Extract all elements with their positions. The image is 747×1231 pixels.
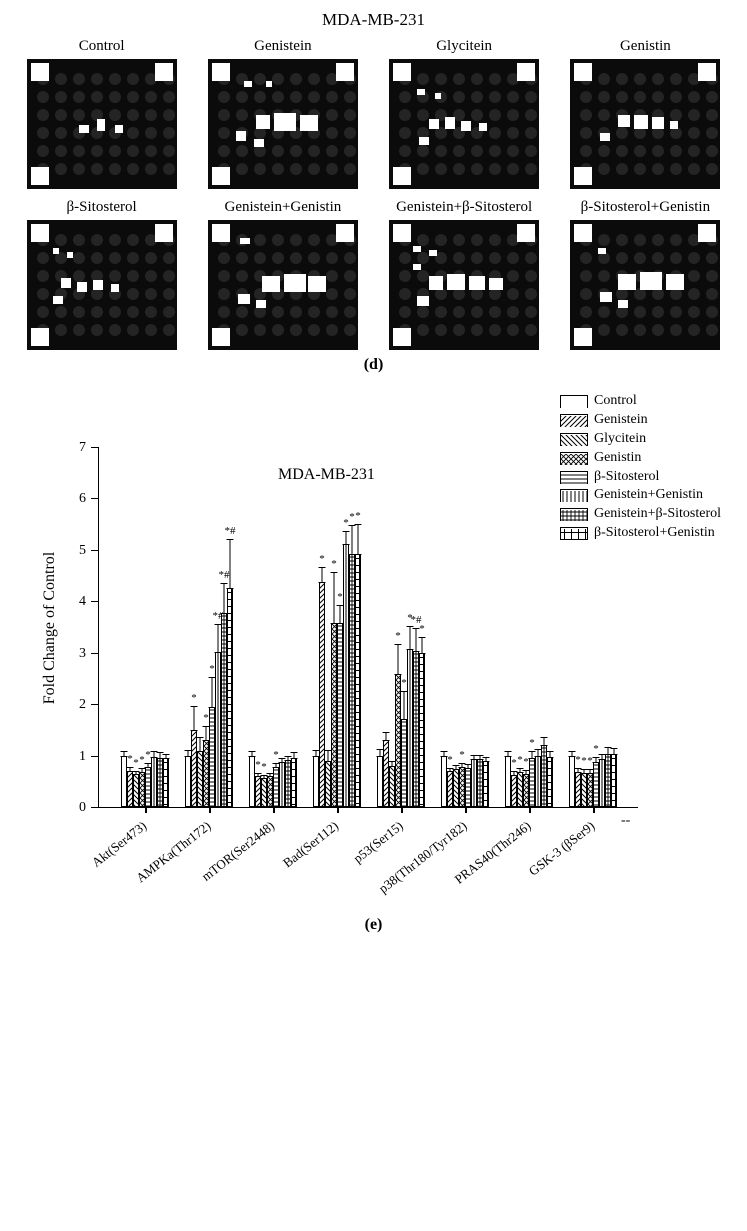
array-image <box>208 220 358 350</box>
y-tick-label: 0 <box>79 800 86 816</box>
array-label: Genistein+β-Sitosterol <box>389 199 539 216</box>
significance-marker: * <box>517 754 523 766</box>
bar <box>611 754 617 807</box>
bar-group: ****#* <box>377 649 425 807</box>
significance-marker: * <box>331 558 337 570</box>
array-cell: Genistein+β-Sitosterol <box>389 199 539 350</box>
bar-group: **** <box>569 754 617 807</box>
bar <box>291 758 297 807</box>
significance-marker: * <box>191 692 197 704</box>
bar: * <box>355 554 361 807</box>
array-cell: Genistin <box>570 38 720 189</box>
x-tick-label: p53(Ser15) <box>350 818 406 867</box>
array-cell: Glycitein <box>389 38 539 189</box>
array-label: β-Sitosterol+Genistin <box>570 199 720 216</box>
significance-marker: * <box>139 754 145 766</box>
legend-item: Genistein <box>560 411 721 430</box>
array-label: Genistin <box>570 38 720 55</box>
bar <box>163 758 169 807</box>
array-label: Genistein <box>208 38 358 55</box>
array-image <box>27 59 177 189</box>
array-label: β-Sitosterol <box>27 199 177 216</box>
y-tick-label: 2 <box>79 697 86 713</box>
plot-area: 01234567****Akt(Ser473)****#*#*#AMPKa(Th… <box>98 448 638 808</box>
legend-label: Glycitein <box>594 430 646 449</box>
significance-marker: * <box>209 663 215 675</box>
array-cell: β-Sitosterol+Genistin <box>570 199 720 350</box>
x-tick-label: Bad(Ser112) <box>280 818 342 871</box>
significance-marker: * <box>255 759 261 771</box>
bar <box>547 757 553 807</box>
significance-marker: * <box>459 749 465 761</box>
significance-marker: * <box>203 712 209 724</box>
legend-label: Genistein <box>594 411 648 430</box>
significance-marker: * <box>349 511 355 523</box>
significance-marker: * <box>273 749 279 761</box>
array-image <box>208 59 358 189</box>
panel-d-subfig-label: (d) <box>20 356 727 374</box>
array-label: Control <box>27 38 177 55</box>
legend-item: Glycitein <box>560 430 721 449</box>
bar: * <box>419 653 425 807</box>
panel-e-subfig-label: (e) <box>20 916 727 934</box>
significance-marker: * <box>261 761 267 773</box>
significance-marker: * <box>127 753 133 765</box>
legend-swatch <box>560 433 588 446</box>
array-grid: Control Genistein Glycitein Genistin β-Sitos… <box>20 38 727 350</box>
significance-marker: * <box>355 510 361 522</box>
array-image <box>570 59 720 189</box>
significance-marker: * <box>401 677 407 689</box>
panel-d: MDA-MB-231 Control Genistein Glycitein Geni… <box>20 10 727 374</box>
array-cell: β-Sitosterol <box>27 199 177 350</box>
bar-group: ** <box>441 756 489 807</box>
y-axis-title: Fold Change of Control <box>41 552 59 704</box>
panel-d-title: MDA-MB-231 <box>20 10 727 30</box>
x-tick-label: Akt(Ser473) <box>89 818 150 871</box>
panel-e: ControlGenisteinGlyciteinGenistinβ-Sitos… <box>20 388 727 948</box>
legend-item: Control <box>560 392 721 411</box>
x-tick-label: GSK-3 (βSer9) <box>526 818 598 879</box>
x-trailing-dash: -- <box>621 813 630 829</box>
bar: *# <box>227 588 233 807</box>
bar <box>483 761 489 807</box>
significance-marker: * <box>581 755 587 767</box>
array-cell: Genistein+Genistin <box>208 199 358 350</box>
significance-marker: *# <box>219 569 230 581</box>
bar-group: **** <box>121 756 169 807</box>
array-cell: Genistein <box>208 38 358 189</box>
array-image <box>570 220 720 350</box>
legend-swatch <box>560 395 588 408</box>
y-tick-label: 3 <box>79 646 86 662</box>
array-label: Glycitein <box>389 38 539 55</box>
array-image <box>389 59 539 189</box>
bar-group: ****#*#*# <box>185 588 233 807</box>
significance-marker: * <box>319 553 325 565</box>
significance-marker: * <box>529 737 535 749</box>
significance-marker: * <box>395 630 401 642</box>
y-tick-label: 5 <box>79 543 86 559</box>
y-tick-label: 1 <box>79 749 86 765</box>
y-tick-label: 4 <box>79 594 86 610</box>
array-image <box>27 220 177 350</box>
significance-marker: * <box>575 754 581 766</box>
significance-marker: * <box>419 623 425 635</box>
legend-label: Control <box>594 392 637 411</box>
significance-marker: *# <box>225 525 236 537</box>
significance-marker: * <box>343 517 349 529</box>
array-image <box>389 220 539 350</box>
bar-group: *** <box>249 756 297 807</box>
array-label: Genistein+Genistin <box>208 199 358 216</box>
y-tick-label: 7 <box>79 440 86 456</box>
array-cell: Control <box>27 38 177 189</box>
bar-group: ****** <box>313 544 361 807</box>
legend-swatch <box>560 414 588 427</box>
significance-marker: * <box>337 591 343 603</box>
bar-group: **** <box>505 745 553 807</box>
y-tick-label: 6 <box>79 491 86 507</box>
